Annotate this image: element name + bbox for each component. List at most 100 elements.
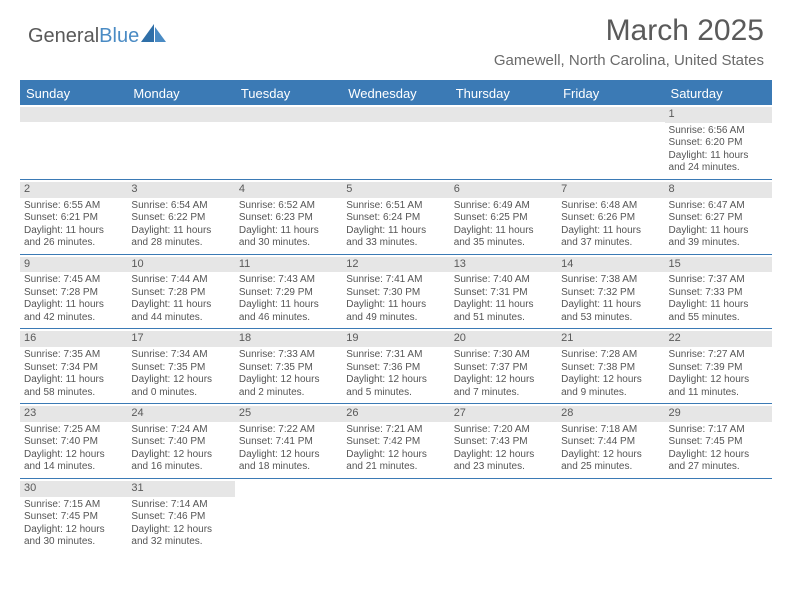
daylight-text: Daylight: 11 hours xyxy=(24,374,123,387)
calendar-cell xyxy=(342,479,449,553)
daylight-text: Daylight: 12 hours xyxy=(239,374,338,387)
calendar-cell: 15Sunrise: 7:37 AMSunset: 7:33 PMDayligh… xyxy=(665,255,772,329)
sunset-text: Sunset: 7:38 PM xyxy=(561,362,660,375)
sunset-text: Sunset: 7:36 PM xyxy=(346,362,445,375)
sunset-text: Sunset: 6:26 PM xyxy=(561,212,660,225)
sunset-text: Sunset: 7:41 PM xyxy=(239,436,338,449)
logo: GeneralBlue xyxy=(28,24,167,49)
logo-text: GeneralBlue xyxy=(28,25,139,48)
calendar-week: 23Sunrise: 7:25 AMSunset: 7:40 PMDayligh… xyxy=(20,404,772,479)
daylight-text: and 18 minutes. xyxy=(239,461,338,474)
calendar-cell: 16Sunrise: 7:35 AMSunset: 7:34 PMDayligh… xyxy=(20,329,127,403)
calendar-cell: 26Sunrise: 7:21 AMSunset: 7:42 PMDayligh… xyxy=(342,404,449,478)
month-title: March 2025 xyxy=(494,14,764,48)
daylight-text: Daylight: 12 hours xyxy=(239,449,338,462)
daylight-text: and 2 minutes. xyxy=(239,387,338,400)
sunrise-text: Sunrise: 6:49 AM xyxy=(454,200,553,213)
sunset-text: Sunset: 7:45 PM xyxy=(669,436,768,449)
calendar-cell xyxy=(557,479,664,553)
day-number: 2 xyxy=(20,182,127,198)
day-number: 14 xyxy=(557,257,664,273)
calendar-cell xyxy=(20,105,127,179)
sunset-text: Sunset: 7:40 PM xyxy=(24,436,123,449)
calendar-cell xyxy=(557,105,664,179)
calendar-week: 2Sunrise: 6:55 AMSunset: 6:21 PMDaylight… xyxy=(20,180,772,255)
sunrise-text: Sunrise: 7:44 AM xyxy=(131,274,230,287)
calendar-cell: 2Sunrise: 6:55 AMSunset: 6:21 PMDaylight… xyxy=(20,180,127,254)
daylight-text: Daylight: 12 hours xyxy=(454,449,553,462)
daylight-text: Daylight: 12 hours xyxy=(561,449,660,462)
daylight-text: and 33 minutes. xyxy=(346,237,445,250)
sunset-text: Sunset: 7:31 PM xyxy=(454,287,553,300)
daylight-text: and 24 minutes. xyxy=(669,162,768,175)
sunset-text: Sunset: 7:37 PM xyxy=(454,362,553,375)
calendar-cell: 18Sunrise: 7:33 AMSunset: 7:35 PMDayligh… xyxy=(235,329,342,403)
daylight-text: and 0 minutes. xyxy=(131,387,230,400)
calendar-cell: 29Sunrise: 7:17 AMSunset: 7:45 PMDayligh… xyxy=(665,404,772,478)
daylight-text: and 39 minutes. xyxy=(669,237,768,250)
sunset-text: Sunset: 6:22 PM xyxy=(131,212,230,225)
day-number: 28 xyxy=(557,406,664,422)
daylight-text: Daylight: 11 hours xyxy=(454,225,553,238)
daylight-text: Daylight: 11 hours xyxy=(131,299,230,312)
calendar-cell: 3Sunrise: 6:54 AMSunset: 6:22 PMDaylight… xyxy=(127,180,234,254)
sunset-text: Sunset: 6:24 PM xyxy=(346,212,445,225)
daylight-text: Daylight: 12 hours xyxy=(669,374,768,387)
daylight-text: and 37 minutes. xyxy=(561,237,660,250)
calendar-cell: 27Sunrise: 7:20 AMSunset: 7:43 PMDayligh… xyxy=(450,404,557,478)
day-number: 16 xyxy=(20,331,127,347)
daylight-text: Daylight: 12 hours xyxy=(24,449,123,462)
calendar-cell: 25Sunrise: 7:22 AMSunset: 7:41 PMDayligh… xyxy=(235,404,342,478)
daylight-text: Daylight: 11 hours xyxy=(239,225,338,238)
calendar-cell xyxy=(342,105,449,179)
daylight-text: Daylight: 11 hours xyxy=(346,225,445,238)
calendar: Sunday Monday Tuesday Wednesday Thursday… xyxy=(20,80,772,553)
sunrise-text: Sunrise: 7:45 AM xyxy=(24,274,123,287)
title-block: March 2025 Gamewell, North Carolina, Uni… xyxy=(494,14,764,69)
sunrise-text: Sunrise: 7:41 AM xyxy=(346,274,445,287)
day-number: 7 xyxy=(557,182,664,198)
sunrise-text: Sunrise: 6:47 AM xyxy=(669,200,768,213)
day-number: 24 xyxy=(127,406,234,422)
daylight-text: Daylight: 11 hours xyxy=(24,225,123,238)
sunrise-text: Sunrise: 7:14 AM xyxy=(131,499,230,512)
day-header: Friday xyxy=(557,82,664,105)
daylight-text: and 11 minutes. xyxy=(669,387,768,400)
sunrise-text: Sunrise: 7:43 AM xyxy=(239,274,338,287)
day-header: Saturday xyxy=(665,82,772,105)
daylight-text: and 49 minutes. xyxy=(346,312,445,325)
sunrise-text: Sunrise: 7:38 AM xyxy=(561,274,660,287)
daylight-text: and 28 minutes. xyxy=(131,237,230,250)
sunrise-text: Sunrise: 7:28 AM xyxy=(561,349,660,362)
daylight-text: and 27 minutes. xyxy=(669,461,768,474)
daylight-text: and 21 minutes. xyxy=(346,461,445,474)
daylight-text: Daylight: 12 hours xyxy=(669,449,768,462)
daylight-text: Daylight: 12 hours xyxy=(131,524,230,537)
sunrise-text: Sunrise: 7:20 AM xyxy=(454,424,553,437)
day-number: 30 xyxy=(20,481,127,497)
day-number: 10 xyxy=(127,257,234,273)
daylight-text: and 30 minutes. xyxy=(239,237,338,250)
daylight-text: and 53 minutes. xyxy=(561,312,660,325)
sunrise-text: Sunrise: 7:24 AM xyxy=(131,424,230,437)
daylight-text: Daylight: 12 hours xyxy=(561,374,660,387)
daylight-text: and 25 minutes. xyxy=(561,461,660,474)
sunset-text: Sunset: 7:34 PM xyxy=(24,362,123,375)
sunrise-text: Sunrise: 6:52 AM xyxy=(239,200,338,213)
daylight-text: and 55 minutes. xyxy=(669,312,768,325)
calendar-week: 16Sunrise: 7:35 AMSunset: 7:34 PMDayligh… xyxy=(20,329,772,404)
day-number: 4 xyxy=(235,182,342,198)
sunrise-text: Sunrise: 7:34 AM xyxy=(131,349,230,362)
day-number: 6 xyxy=(450,182,557,198)
daylight-text: Daylight: 11 hours xyxy=(131,225,230,238)
calendar-cell: 31Sunrise: 7:14 AMSunset: 7:46 PMDayligh… xyxy=(127,479,234,553)
day-header: Thursday xyxy=(450,82,557,105)
sunrise-text: Sunrise: 7:21 AM xyxy=(346,424,445,437)
daylight-text: and 9 minutes. xyxy=(561,387,660,400)
calendar-cell: 11Sunrise: 7:43 AMSunset: 7:29 PMDayligh… xyxy=(235,255,342,329)
logo-text-blue: Blue xyxy=(99,25,139,47)
sunset-text: Sunset: 7:44 PM xyxy=(561,436,660,449)
sunrise-text: Sunrise: 7:37 AM xyxy=(669,274,768,287)
sunset-text: Sunset: 7:39 PM xyxy=(669,362,768,375)
day-header: Monday xyxy=(127,82,234,105)
